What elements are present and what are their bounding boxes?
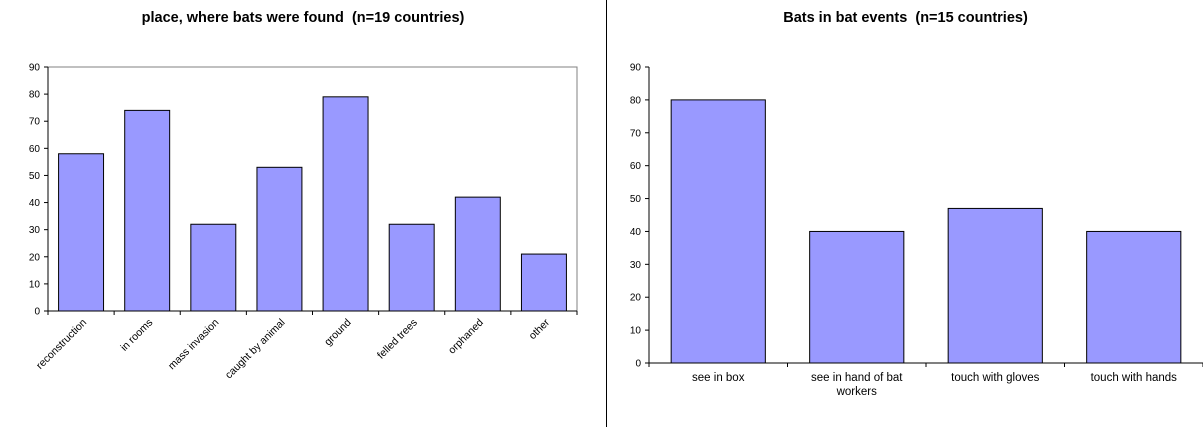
bar-places xyxy=(124,109,171,312)
chart-places: 0 10 20 30 40 50 60 70 80 90 reconstruction in room… xyxy=(29,63,578,382)
y-tick-label: 50 xyxy=(630,194,642,205)
y-tick-label: 10 xyxy=(630,326,642,337)
chart-panel-events: Bats in bat events (n=15 countries) 0 10 2… xyxy=(608,0,1203,427)
bar-events xyxy=(1086,230,1182,364)
y-tick-label: 40 xyxy=(630,227,642,238)
chart-panel-places: place, where bats were found (n=19 count… xyxy=(29,10,578,382)
bar-events xyxy=(947,207,1043,364)
y-tick-label: 30 xyxy=(29,225,41,236)
bar-places xyxy=(388,223,435,312)
x-tick-label: in rooms xyxy=(118,317,155,354)
y-tick-label: 60 xyxy=(29,144,41,155)
chart-title-places: place, where bats were found (n=19 count… xyxy=(141,10,465,26)
y-tick-label: 20 xyxy=(29,252,41,263)
bar-events xyxy=(809,230,905,364)
y-tick-label: 40 xyxy=(29,198,41,209)
y-tick-label: 90 xyxy=(29,63,41,74)
x-tick-label: touch with hands xyxy=(1091,372,1178,384)
bar-events xyxy=(670,99,766,364)
y-tick-label: 70 xyxy=(29,117,41,128)
y-tick-label: 70 xyxy=(630,128,642,139)
x-tick-label: see in box xyxy=(692,372,745,384)
x-tick-label: other xyxy=(527,316,553,342)
y-tick-label: 30 xyxy=(630,260,642,271)
chart-title-events: Bats in bat events (n=15 countries) xyxy=(783,10,1028,26)
x-tick-label: ground xyxy=(322,317,354,349)
bar-places xyxy=(322,96,369,312)
chart-events: 0 10 20 30 40 50 60 70 80 90 see in box see in hand… xyxy=(630,63,1203,398)
x-tick-label: touch with gloves xyxy=(951,372,1039,384)
bar-places xyxy=(256,166,303,312)
bar-places xyxy=(454,196,501,312)
x-tick-label: reconstruction xyxy=(34,317,89,372)
panel-divider xyxy=(606,0,607,427)
y-tick-label: 0 xyxy=(34,307,40,318)
y-tick-label: 80 xyxy=(630,95,642,106)
bar-places xyxy=(520,253,567,312)
y-tick-label: 0 xyxy=(635,359,641,370)
bar-places xyxy=(58,153,105,312)
x-tick-label: mass invasion xyxy=(166,317,222,373)
y-tick-label: 20 xyxy=(630,293,642,304)
y-tick-label: 60 xyxy=(630,161,642,172)
x-tick-label: felled trees xyxy=(375,317,420,362)
bar-places xyxy=(190,223,237,312)
x-tick-label: caught by animal xyxy=(223,317,288,382)
y-tick-label: 90 xyxy=(630,63,642,74)
y-tick-label: 50 xyxy=(29,171,41,182)
y-tick-label: 10 xyxy=(29,279,41,290)
y-tick-label: 80 xyxy=(29,90,41,101)
x-tick-label: see in hand of bat workers xyxy=(811,372,903,398)
x-tick-label: orphaned xyxy=(446,317,486,357)
